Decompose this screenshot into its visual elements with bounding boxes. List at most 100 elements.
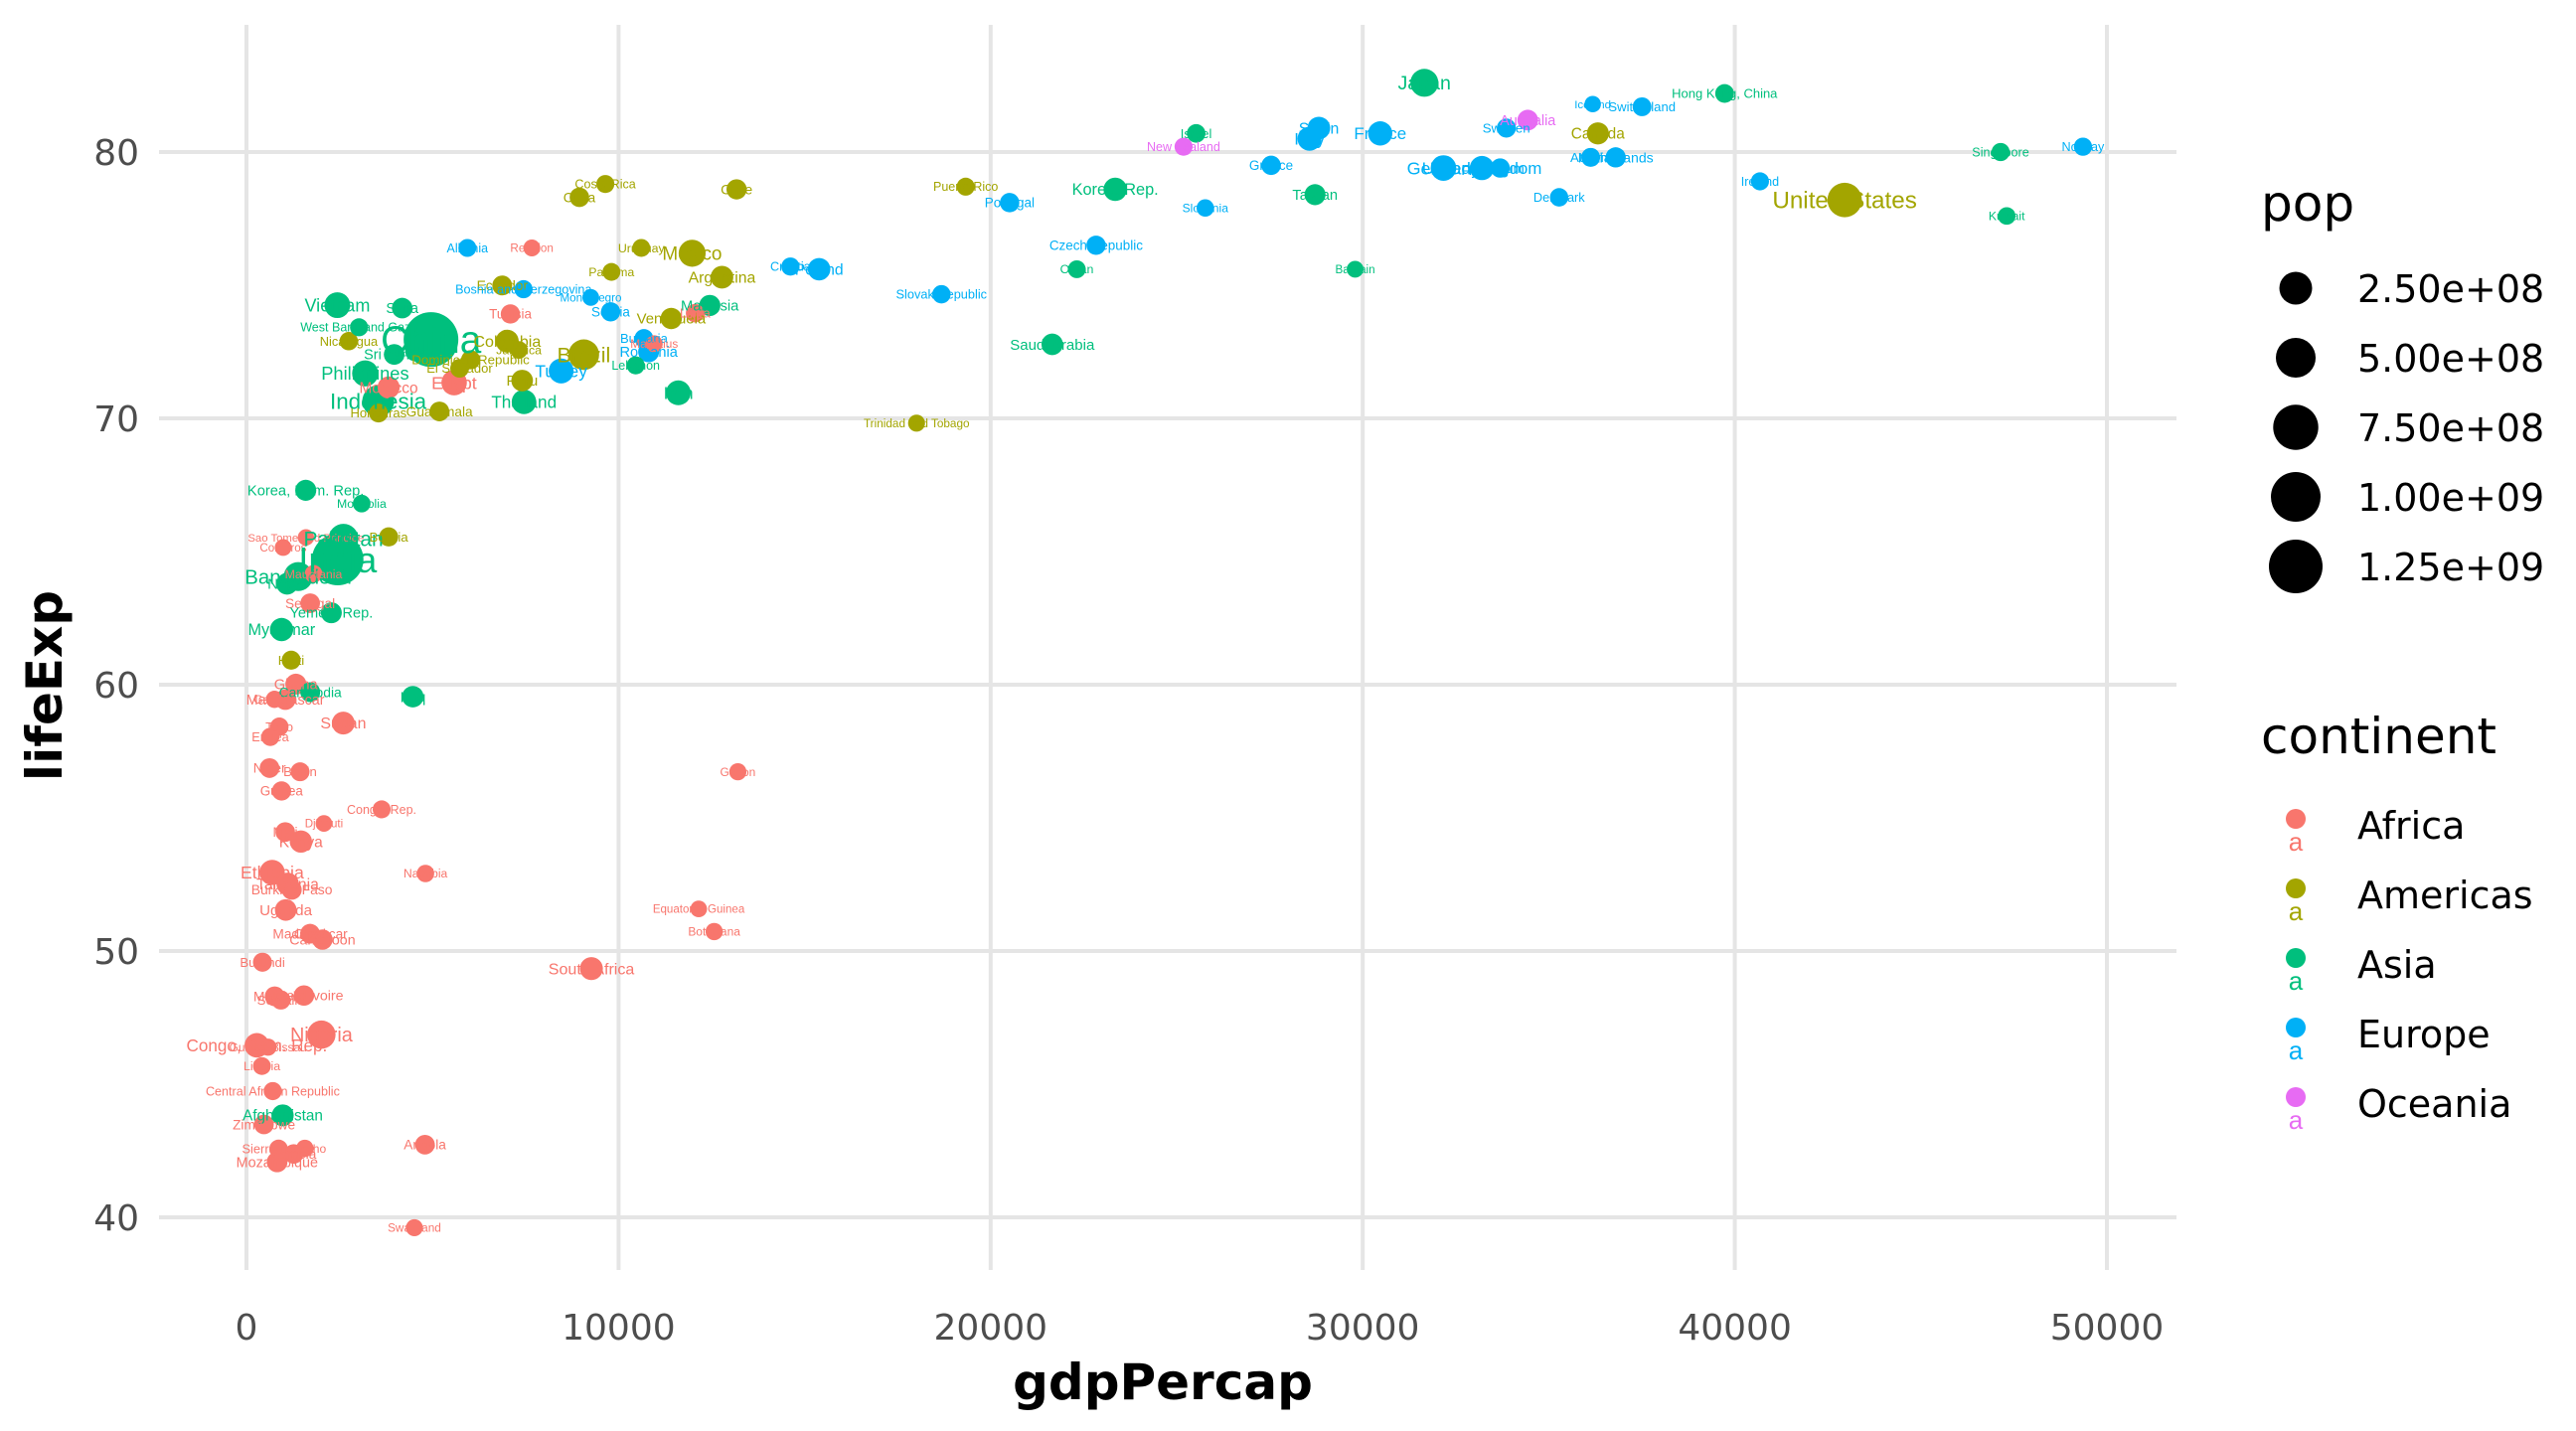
point-label: Israel	[1181, 126, 1212, 141]
point-label: Reunion	[510, 242, 553, 255]
color-legend-label: Africa	[2357, 804, 2465, 848]
color-legend: a Africa a Americas a Asia a Europe a Oceania	[2286, 804, 2533, 1135]
data-point	[1368, 121, 1392, 146]
data-point	[297, 529, 315, 547]
point-label: Egypt	[431, 373, 477, 393]
point-label: Slovak Republic	[896, 287, 988, 302]
data-point	[660, 307, 683, 330]
size-legend-key	[2269, 540, 2323, 593]
data-points	[244, 69, 2093, 1237]
data-point	[268, 1139, 288, 1159]
point-label: Philippines	[321, 363, 408, 384]
data-point	[295, 479, 317, 501]
point-label: Japan	[1397, 73, 1450, 94]
point-label: Myanmar	[247, 621, 315, 639]
point-label: Vietnam	[304, 295, 370, 315]
point-label: Poland	[795, 261, 844, 278]
point-label: Central African Republic	[206, 1084, 340, 1098]
data-point	[626, 356, 645, 375]
data-point	[582, 288, 599, 306]
point-label: Burundi	[240, 955, 285, 970]
data-point	[328, 524, 359, 555]
point-label: Madagascar	[246, 693, 325, 709]
point-label: Uruguay	[618, 241, 666, 255]
point-label: Guinea-Bissau	[230, 1040, 307, 1054]
point-label: Guinea	[260, 784, 304, 799]
data-point	[1497, 118, 1517, 138]
size-legend-label: 2.50e+08	[2357, 267, 2544, 311]
point-label: Cote d'Ivoire	[264, 989, 344, 1005]
point-label: Yemen, Rep.	[290, 606, 374, 622]
point-label: Burkina Faso	[251, 881, 333, 897]
data-point	[1586, 122, 1609, 145]
data-point	[295, 1139, 314, 1158]
point-label: Peru	[506, 373, 538, 390]
data-point	[350, 318, 369, 337]
y-axis-title: lifeExp	[16, 590, 74, 781]
x-axis-title: gdpPercap	[1013, 1353, 1313, 1411]
point-label: Ghana	[274, 678, 319, 694]
point-label: Cameroon	[289, 932, 355, 948]
point-label: Singapore	[1972, 145, 2029, 159]
data-point	[315, 815, 333, 833]
point-label: Colombia	[473, 333, 541, 351]
point-label: Eritrea	[251, 730, 289, 744]
point-label: Korea, Rep.	[1072, 181, 1159, 199]
point-label: Cambodia	[279, 684, 342, 700]
point-label: Bangladesh	[244, 566, 352, 588]
point-label: Mauritania	[285, 567, 343, 581]
point-label: Nigeria	[290, 1025, 354, 1046]
data-point	[511, 370, 534, 392]
color-legend-key	[2286, 878, 2306, 898]
point-label: Ireland	[1741, 175, 1779, 189]
point-label: Turkey	[535, 361, 587, 381]
data-point	[369, 403, 389, 423]
data-point	[1174, 137, 1194, 156]
data-point	[259, 757, 280, 778]
point-label: Malaysia	[681, 299, 739, 315]
data-point	[300, 923, 320, 944]
color-legend-key	[2286, 809, 2306, 829]
data-point	[690, 900, 708, 918]
point-label: Madagascar	[272, 926, 348, 941]
point-label: Gambia	[253, 693, 295, 707]
x-axis-ticks: 0 10000 20000 30000 40000 50000	[236, 1308, 2165, 1349]
data-point	[568, 339, 599, 371]
data-point	[275, 572, 298, 595]
data-point	[300, 682, 321, 703]
data-point	[1067, 259, 1086, 278]
point-label: Equatorial Guinea	[653, 904, 745, 916]
point-label: Tunisia	[489, 307, 532, 322]
point-label: Slovenia	[1183, 202, 1229, 216]
color-legend-label: Oceania	[2357, 1082, 2511, 1126]
data-point	[1410, 69, 1439, 97]
point-label: Netherlands	[1578, 149, 1654, 165]
point-label: Lebanon	[611, 359, 660, 373]
point-label: Haiti	[278, 653, 305, 668]
data-point	[307, 1020, 336, 1049]
point-label: Austria	[1570, 150, 1612, 165]
point-label: Italy	[1294, 129, 1325, 148]
point-label: United Kingdom	[1422, 159, 1542, 178]
data-point	[1581, 147, 1601, 167]
point-label: Thailand	[491, 392, 557, 411]
data-point	[600, 302, 621, 322]
point-label: Cuba	[564, 190, 596, 205]
data-point	[263, 1081, 282, 1101]
data-point	[569, 187, 589, 208]
data-point	[353, 494, 371, 513]
data-point	[1000, 193, 1020, 213]
data-point	[725, 179, 747, 200]
data-point	[293, 985, 315, 1007]
grid-lines	[159, 25, 2176, 1270]
point-label: Greece	[1249, 158, 1293, 173]
data-point	[416, 865, 434, 882]
point-label: Montenegro	[560, 291, 621, 304]
data-point	[402, 686, 424, 708]
y-tick-label: 80	[93, 133, 139, 174]
data-point	[271, 781, 292, 801]
data-point	[932, 284, 951, 304]
point-label: Puerto Rico	[933, 180, 998, 194]
point-label: Uganda	[259, 902, 313, 919]
